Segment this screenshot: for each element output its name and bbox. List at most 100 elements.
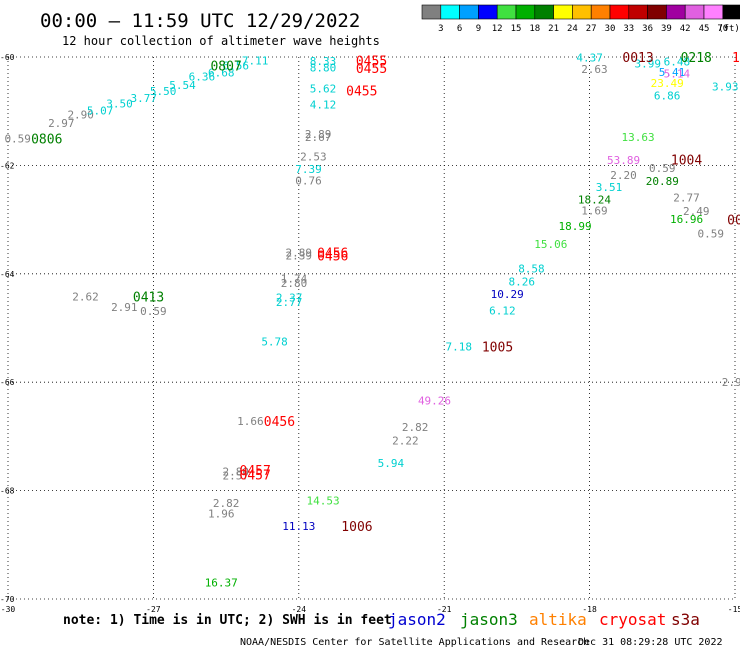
swh-data-label: 6.36 — [189, 71, 216, 84]
legend-swatch — [478, 4, 498, 20]
swh-data-label: 2.53 — [300, 151, 327, 164]
legend-bin-label: 30 — [605, 24, 616, 34]
swh-data-label: 6.68 — [208, 67, 235, 80]
legend-swatch — [609, 4, 630, 20]
x-tick-label: -30 — [1, 605, 16, 614]
legend-swatch — [534, 4, 554, 20]
legend-bin-label: 21 — [548, 24, 559, 34]
legend-bin-label: 39 — [661, 24, 672, 34]
legend-swatch — [666, 4, 686, 20]
swh-data-label: 14.53 — [306, 494, 339, 507]
satellite-name-s3a: s3a — [671, 610, 700, 629]
swh-data-label: 5.78 — [261, 336, 288, 349]
pass-time-label: 0413 — [133, 291, 164, 306]
chart-subtitle: 12 hour collection of altimeter wave hei… — [62, 34, 380, 48]
swh-data-label: 2.37 — [276, 292, 303, 305]
credit-line: NOAA/NESDIS Center for Satellite Applica… — [240, 637, 589, 648]
axis-tick-labels: -60 -62 -64 -66 -68 -70-30 -27 -24 -21 -18 -15 — [0, 53, 740, 614]
color-legend: 3 6 9 12 15 18 21 24 27 30 33 36 39 42 45 70(ft) — [421, 4, 740, 34]
swh-data-label: 2.62 — [72, 291, 99, 304]
swh-data-label: 15.06 — [534, 238, 567, 251]
pass-time-label: 1005 — [482, 340, 513, 355]
swh-data-label: 18.24 — [578, 194, 611, 207]
legend-swatch — [722, 4, 740, 20]
swh-data-label: 8.58 — [518, 262, 545, 275]
swh-data-label: 13.63 — [622, 131, 655, 144]
swh-data-label: 16.37 — [205, 577, 238, 590]
legend-swatch — [572, 4, 592, 20]
swh-data-label: 5.54 — [169, 79, 196, 92]
swh-data-label: 2.22 — [392, 435, 419, 448]
legend-swatch — [628, 4, 648, 20]
satellite-name-jason2: jason2 — [388, 610, 446, 629]
y-tick-label: -66 — [0, 378, 15, 387]
swh-data-label: 2.89 — [305, 128, 332, 141]
swh-data-label: 2.82 — [213, 497, 240, 510]
swh-data-label: 2.90 — [67, 108, 94, 121]
swh-data-label: 8.33 — [310, 55, 337, 68]
pass-time-label: 0455 — [346, 85, 377, 100]
footnote: note: 1) Time is in UTC; 2) SWH is in fe… — [63, 613, 392, 628]
swh-data-label: 1.96 — [208, 507, 235, 520]
pass-time-label: 0457 — [240, 468, 271, 483]
swh-data-label: 5.62 — [310, 82, 337, 95]
wave-height-labels: 0.592.972.905.073.503.775.505.546.366.68… — [4, 52, 740, 590]
satellite-name-cryosat: cryosat — [599, 610, 666, 629]
legend-bin-label: 9 — [476, 24, 481, 34]
swh-data-label: 2.90 — [722, 376, 740, 389]
swh-data-label: 2.80 — [281, 277, 308, 290]
swh-data-label: 7.39 — [295, 163, 322, 176]
swh-data-label: 18.99 — [558, 220, 591, 233]
pass-time-label: 0457 — [240, 464, 271, 479]
swh-data-label: 2.63 — [581, 63, 608, 76]
swh-data-label: 2.77 — [673, 191, 700, 204]
swh-data-label: 49.26 — [418, 395, 451, 408]
swh-data-label: 0.59 — [698, 228, 725, 241]
y-tick-label: -64 — [0, 270, 15, 279]
legend-bin-label: 33 — [623, 24, 634, 34]
y-tick-label: -70 — [0, 595, 15, 604]
swh-data-label: 1.74 — [281, 273, 308, 286]
swh-data-label: 2.20 — [610, 169, 637, 182]
legend-swatch — [496, 4, 517, 20]
legend-bin-label: 45 — [699, 24, 710, 34]
legend-bin-label: 15 — [511, 24, 522, 34]
swh-data-label: 7.11 — [242, 54, 269, 67]
pass-time-label: 0807 — [210, 60, 241, 75]
satellite-name-jason3: jason3 — [460, 610, 518, 629]
chart-title: 00:00 – 11:59 UTC 12/29/2022 — [40, 10, 360, 32]
swh-data-label: 7.18 — [445, 340, 472, 353]
swh-data-label: 2.80 — [223, 466, 250, 479]
legend-swatch — [459, 4, 479, 20]
legend-bin-label: 42 — [680, 24, 691, 34]
pass-time-label: 0455 — [356, 62, 387, 77]
swh-data-label: 3.93 — [712, 80, 739, 93]
pass-time-label: 1004 — [671, 153, 702, 168]
swh-data-label: 2.39 — [286, 249, 313, 262]
pass-time-label: 1006 — [341, 520, 372, 535]
legend-swatch — [703, 4, 724, 20]
legend-unit: (ft) — [718, 24, 740, 34]
pass-time-label: 10 — [732, 51, 740, 66]
swh-data-label: 4.12 — [310, 99, 337, 112]
swh-data-label: 6.12 — [489, 305, 516, 318]
swh-data-label: 0.59 — [649, 162, 676, 175]
swh-data-label: 5.41 — [659, 66, 686, 79]
pass-time-label: 0013 — [622, 51, 653, 66]
y-tick-label: -68 — [0, 487, 15, 496]
swh-data-label: 2.82 — [402, 421, 429, 434]
x-tick-label: -15 — [728, 605, 740, 614]
swh-data-label: 3.99 — [635, 58, 662, 71]
pass-time-label: 0456 — [317, 247, 348, 262]
swh-data-label: 1.66 — [237, 415, 264, 428]
swh-data-label: 16.96 — [670, 213, 703, 226]
satellite-name-altika: altika — [529, 610, 587, 629]
swh-data-label: 5.14 — [664, 67, 691, 80]
swh-data-label: 6.56 — [223, 60, 250, 73]
pass-time-label: 0455 — [356, 54, 387, 69]
legend-swatch — [590, 4, 611, 20]
swh-data-label: 2.77 — [276, 296, 303, 309]
